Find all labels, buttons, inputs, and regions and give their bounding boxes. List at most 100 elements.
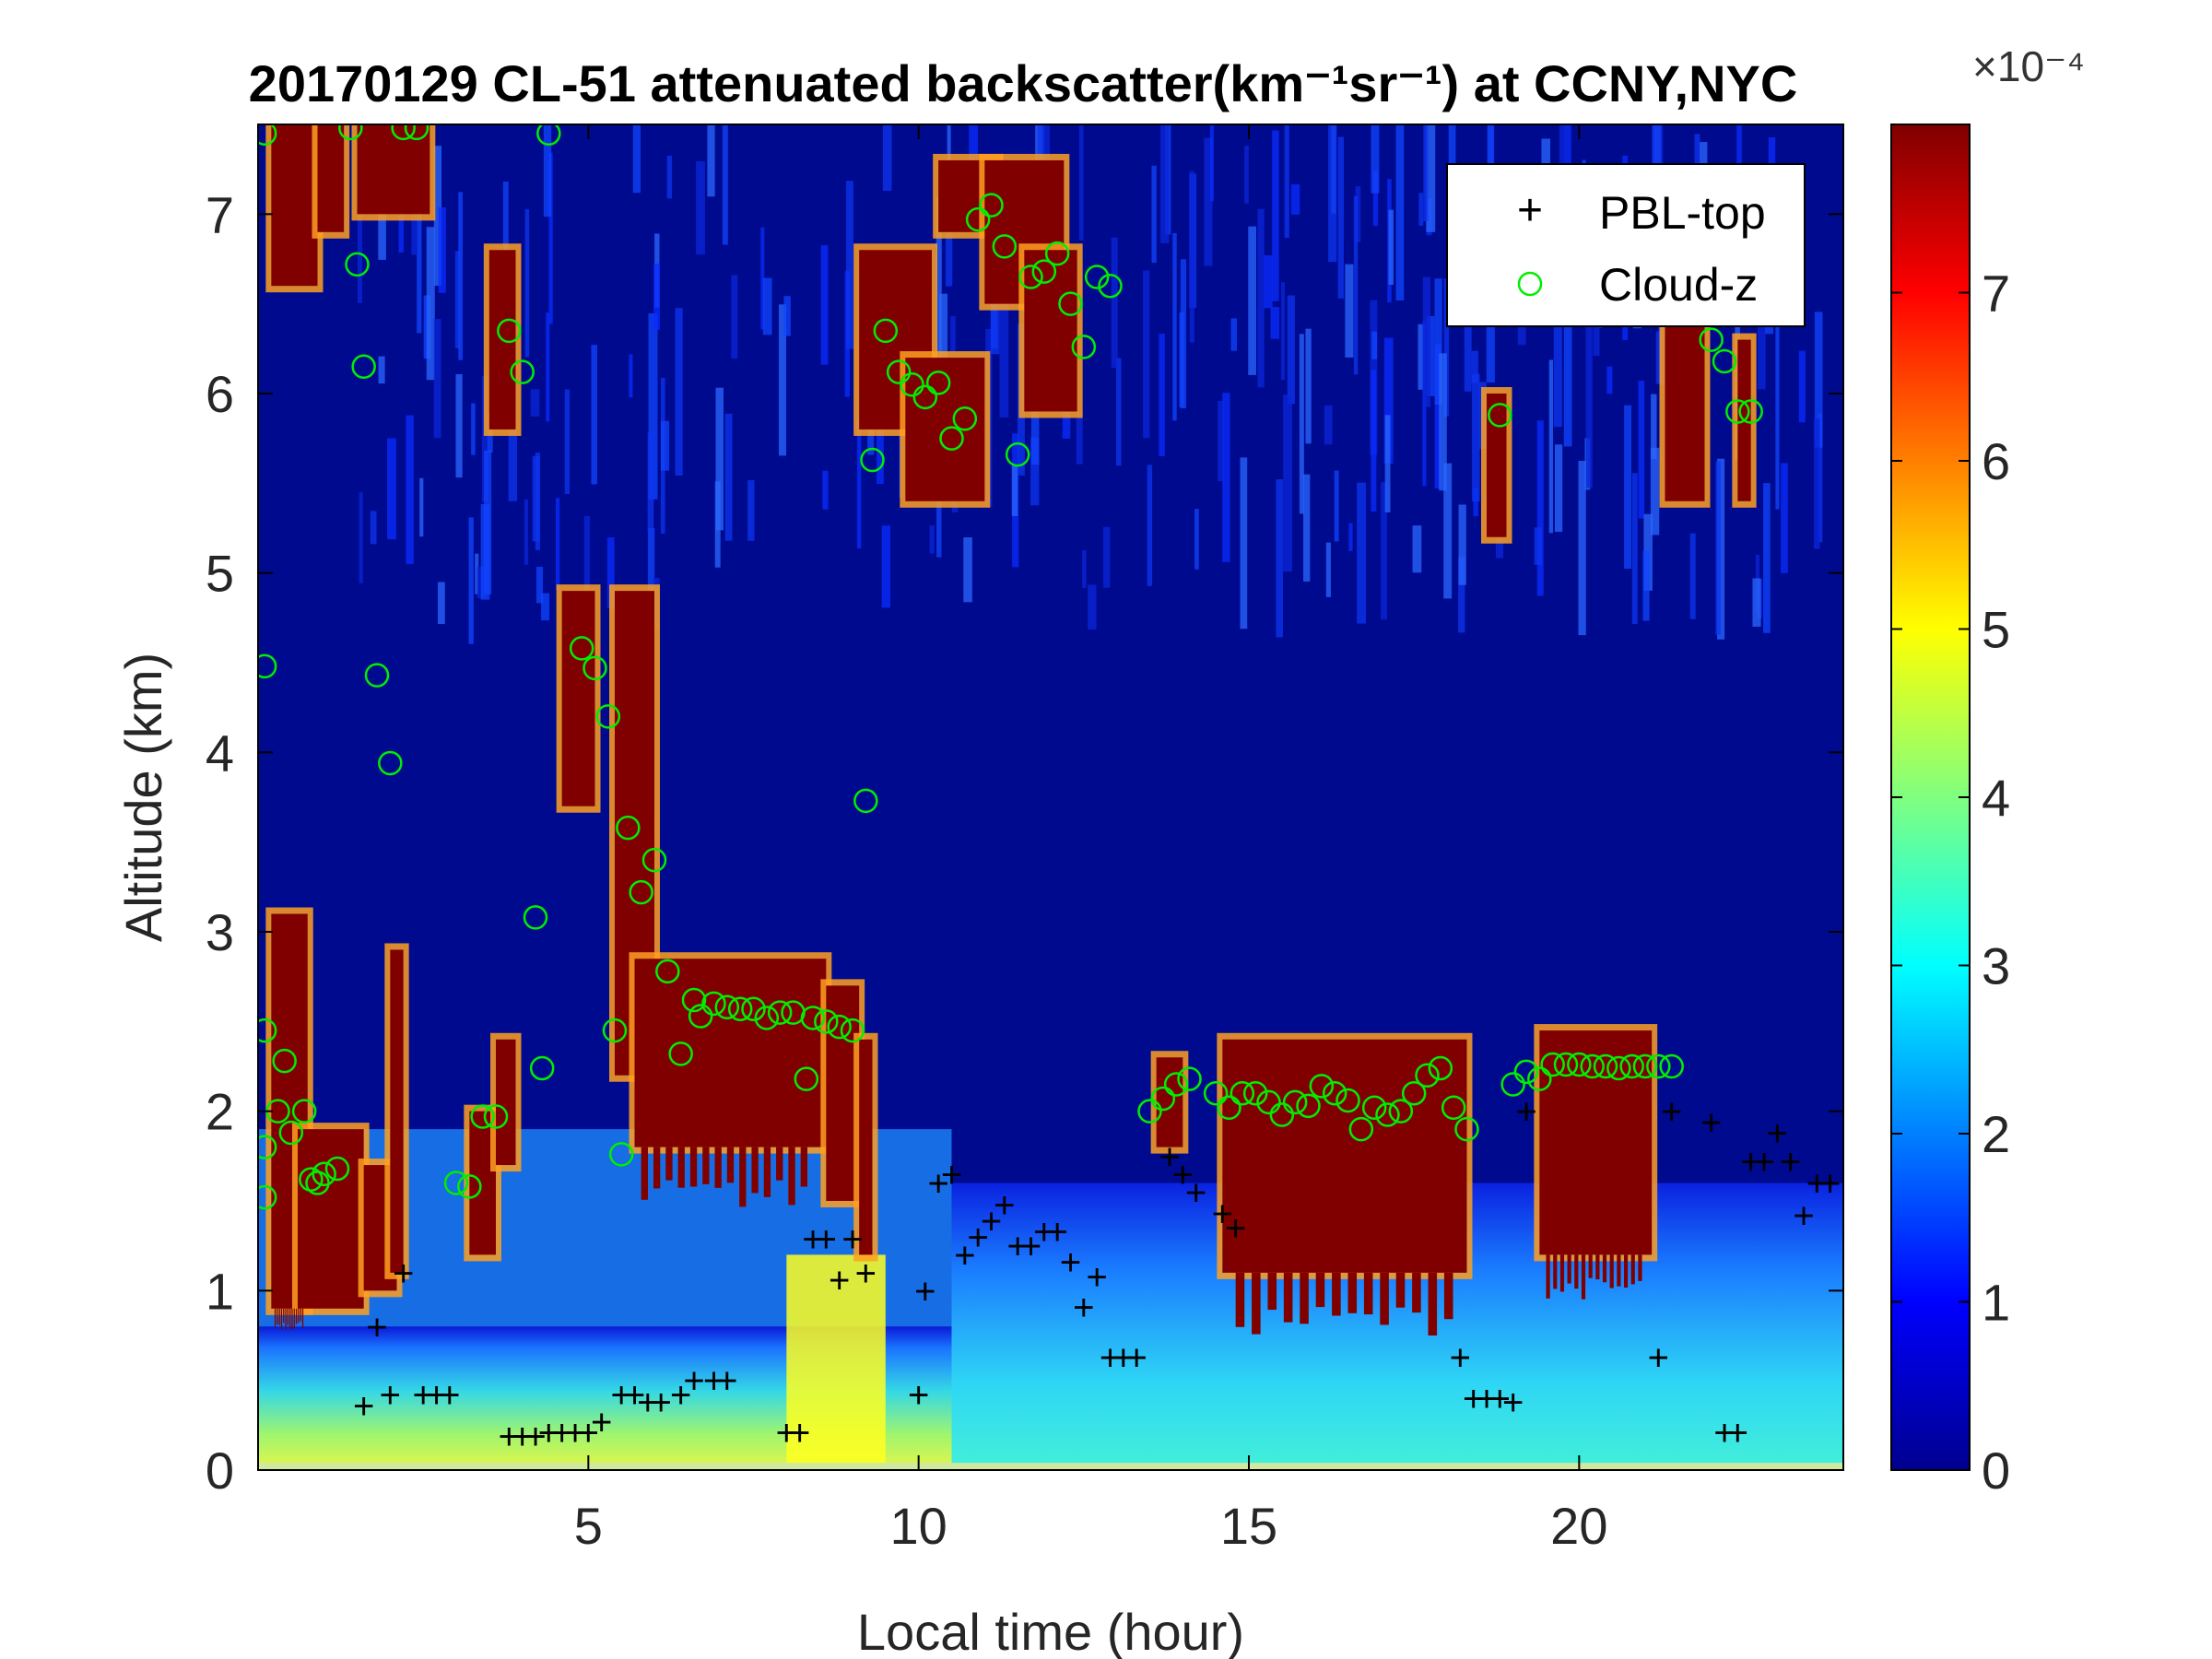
cloud-fringe [1363, 1272, 1373, 1315]
cloud-z-marker [965, 206, 991, 232]
noise-streak [1189, 171, 1194, 343]
noise-streak [357, 211, 363, 303]
y-tick-label: 5 [206, 545, 234, 603]
colorbar-gradient [1890, 124, 1971, 1471]
cloud-fringe [1380, 1272, 1389, 1325]
cloud-z-marker [595, 704, 621, 729]
noise-streak [1642, 550, 1650, 621]
cloud-z-marker [1606, 1055, 1631, 1081]
noise-streak [1324, 405, 1333, 445]
cloud-z-marker [873, 318, 899, 344]
pbl-top-marker: + [1502, 1382, 1524, 1423]
noise-streak [468, 517, 474, 644]
noise-streak [426, 227, 435, 381]
pbl-top-marker: + [967, 1218, 988, 1258]
noise-streak [583, 516, 591, 620]
pbl-top-marker: + [393, 1253, 414, 1294]
noise-streak [481, 375, 488, 502]
noise-streak [502, 182, 509, 253]
cloud-block [859, 1039, 873, 1255]
cloud-z-marker [992, 234, 1018, 259]
noise-streak [1371, 370, 1377, 512]
cloud-fringe [714, 1147, 722, 1188]
cloud-z-marker [523, 905, 548, 930]
cloud-z-marker [291, 1099, 317, 1124]
pbl-top-marker: + [637, 1382, 658, 1423]
pbl-top-marker: + [776, 1413, 797, 1453]
noise-streak [820, 245, 829, 365]
cloud-fringe [289, 1308, 291, 1329]
cloud-fringe [300, 1308, 301, 1322]
pbl-top-marker: + [1793, 1196, 1814, 1237]
noise-streak [1082, 550, 1087, 588]
cloud-fringe [1412, 1272, 1421, 1313]
noise-streak [1357, 482, 1367, 624]
noise-streak [1412, 525, 1422, 573]
noise-streak [724, 413, 733, 541]
noise-streak [877, 424, 884, 485]
noise-streak [1287, 295, 1295, 405]
cloud-fringe [1574, 1254, 1579, 1289]
noise-streak [524, 499, 529, 565]
cloud-z-marker [814, 1009, 839, 1034]
cloud-z-marker [1388, 1099, 1414, 1124]
noise-streak [707, 124, 715, 197]
pbl-top-marker: + [1727, 1413, 1748, 1453]
cloud-z-marker [1242, 1080, 1268, 1106]
noise-streak [1534, 527, 1542, 565]
noise-streak [1434, 344, 1441, 488]
cloud-fringe [739, 1147, 747, 1207]
cloud-z-marker [886, 359, 912, 384]
noise-streak [1814, 312, 1823, 448]
noise-streak [1264, 254, 1273, 309]
cloud-fringe [653, 1147, 661, 1189]
cloud-z-marker [1230, 1080, 1255, 1106]
cloud-z-marker [1137, 1099, 1162, 1124]
pbl-top-marker: + [1515, 1092, 1536, 1133]
cloud-z-marker [1401, 1080, 1427, 1106]
noise-streak [963, 537, 972, 603]
cloud-block [561, 591, 595, 806]
pbl-top-marker: + [1046, 1212, 1067, 1253]
noise-streak [1209, 124, 1214, 202]
noise-streak [532, 455, 540, 542]
cloud-fringe [285, 1308, 287, 1330]
noise-streak [1280, 282, 1286, 381]
x-tick-label: 10 [890, 1497, 947, 1555]
noise-streak [1078, 124, 1084, 241]
cloud-fringe [1581, 1254, 1586, 1300]
cloud-z-marker [1269, 1102, 1295, 1127]
cloud-fringe [1617, 1254, 1621, 1287]
cloud-z-marker [1044, 241, 1070, 266]
cloud-z-marker [483, 1104, 509, 1129]
cloud-z-marker [258, 1018, 277, 1043]
pbl-top-marker: + [426, 1375, 447, 1416]
noise-streak [1813, 418, 1820, 549]
cloud-fringe [1595, 1254, 1600, 1280]
cloud-z-marker [939, 426, 964, 451]
noise-streak [747, 479, 755, 541]
noise-streak [546, 312, 550, 422]
pbl-top-marker: + [841, 1219, 863, 1260]
pbl-top-marker: + [1713, 1413, 1735, 1453]
cloud-z-marker [800, 1006, 826, 1030]
colorbar-ticks: 0 1 2 3 4 5 6 7 [1891, 265, 2010, 1500]
pbl-top-marker: + [1740, 1142, 1761, 1182]
cloud-z-marker [1712, 348, 1737, 374]
y-axis-label: Altitude (km) [114, 653, 172, 942]
noise-streak [1578, 461, 1586, 636]
noise-streak [1554, 444, 1563, 533]
pbl-top-marker: + [1033, 1212, 1054, 1253]
pbl-top-marker: + [670, 1375, 691, 1416]
pbl-top-marker: + [908, 1375, 929, 1416]
noise-streak [1388, 209, 1394, 285]
noise-streak [653, 264, 660, 330]
noise-streak [530, 389, 540, 417]
noise-streak [1606, 366, 1613, 394]
noise-streak [1585, 300, 1593, 488]
cloud-fringe [1315, 1272, 1325, 1308]
pbl-top-marker: + [994, 1185, 1015, 1226]
cloud-z-marker [1071, 335, 1097, 359]
noise-streak [1147, 465, 1153, 586]
pbl-top-marker: + [1125, 1337, 1147, 1378]
